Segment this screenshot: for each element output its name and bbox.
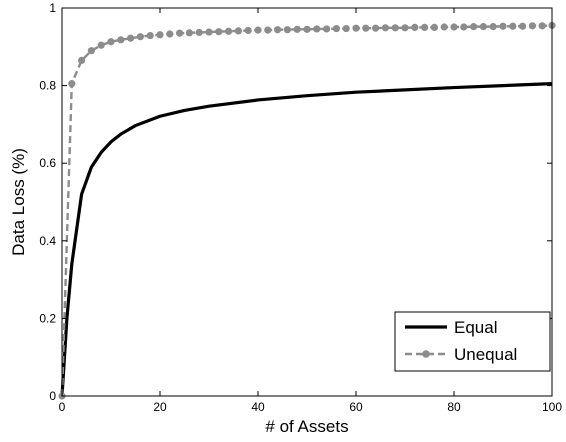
series-point-unequal-35 [401,24,409,32]
x-tick-label-3: 60 [349,400,363,414]
series-point-unequal-13 [185,29,193,37]
x-tick-label-5: 100 [542,400,562,414]
series-point-unequal-2 [78,56,86,64]
y-tick-label-3: 0.6 [39,156,56,170]
series-point-unequal-25 [303,25,311,33]
series-point-unequal-22 [274,26,282,34]
series-point-unequal-18 [234,27,242,35]
series-point-unequal-19 [244,26,252,35]
x-tick-label-0: 0 [59,400,66,414]
series-point-unequal-23 [283,26,291,34]
y-tick-label-1: 0.2 [39,311,56,325]
series-point-unequal-46 [509,22,517,30]
series-line-equal [60,82,553,397]
series-point-unequal-48 [528,22,537,30]
series-point-unequal-29 [342,24,350,33]
series-point-unequal-26 [313,25,321,33]
legend-marker-unequal [422,350,430,358]
series-point-unequal-1 [68,80,76,88]
series-point-unequal-4 [97,41,105,49]
series-point-unequal-14 [195,28,203,37]
series-point-unequal-20 [254,26,262,34]
series-point-unequal-34 [391,24,399,32]
series-point-unequal-12 [176,29,184,37]
series-point-unequal-32 [372,24,380,32]
series-point-unequal-42 [470,23,478,31]
legend-entry-unequal: Unequal [454,345,517,364]
series-point-unequal-27 [323,25,331,33]
series-point-unequal-31 [362,24,370,32]
series-point-unequal-33 [381,24,389,32]
series-point-unequal-41 [460,23,468,31]
series-point-unequal-21 [264,26,272,34]
x-tick-label-4: 80 [447,400,461,414]
legend-entry-equal: Equal [454,318,497,337]
plot-frame [61,7,553,397]
series-point-unequal-47 [519,22,527,30]
x-tick-label-2: 40 [251,400,265,414]
series-point-unequal-7 [127,34,135,42]
legend-box [394,311,551,372]
x-tick-label-1: 20 [153,400,167,414]
y-tick-label-5: 1 [49,1,56,15]
series-point-unequal-8 [136,33,144,41]
x-axis-label: # of Assets [265,417,348,436]
y-axis-label: Data Loss (%) [9,148,28,256]
series-point-unequal-3 [87,47,95,55]
series-point-unequal-39 [440,23,448,31]
series-point-unequal-40 [450,23,458,31]
series-point-unequal-9 [146,31,154,40]
legend: Equal Unequal [394,311,551,372]
series-point-unequal-16 [215,28,223,36]
series-point-unequal-6 [117,36,125,44]
y-tick-label-2: 0.4 [39,234,56,248]
y-tick-label-4: 0.8 [39,79,56,93]
series-point-unequal-45 [499,22,507,30]
series-point-unequal-24 [293,25,301,33]
series-point-unequal-17 [225,27,233,35]
series-point-unequal-43 [479,23,487,31]
series-point-unequal-28 [332,24,340,33]
series-point-unequal-30 [352,24,360,32]
series-point-unequal-37 [421,23,429,31]
series-point-unequal-5 [107,38,115,46]
y-tick-label-0: 0 [49,389,56,403]
series-point-unequal-36 [411,23,419,31]
series-point-unequal-15 [205,28,213,36]
series-point-unequal-11 [166,30,174,38]
series-point-unequal-49 [538,22,546,30]
series-point-unequal-38 [430,23,438,31]
series-point-unequal-10 [156,31,164,39]
axis-ticks: 0 20 40 60 80 100 0 0.2 0.4 0.6 0.8 1 [39,1,562,414]
plot-marks [58,21,556,400]
series-point-unequal-44 [489,23,497,31]
